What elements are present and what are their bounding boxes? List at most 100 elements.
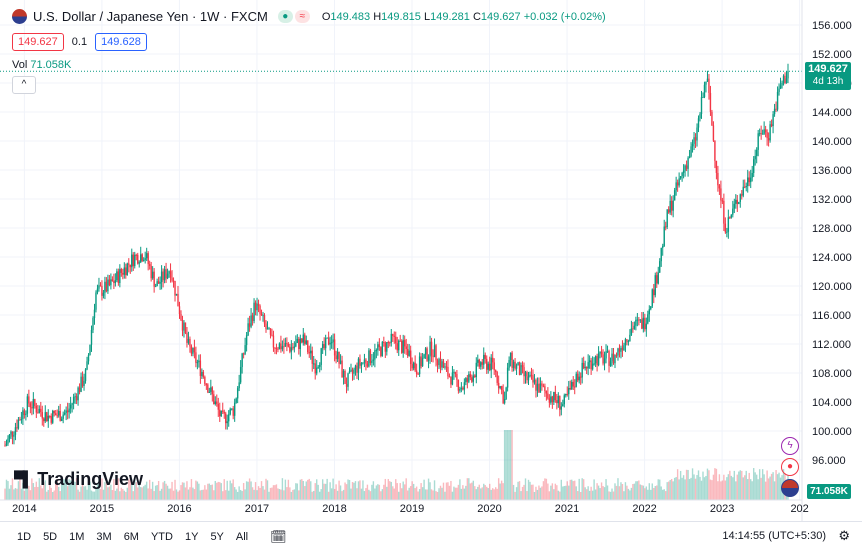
timeframe-3m[interactable]: 3M bbox=[96, 530, 112, 543]
volume-bar bbox=[515, 487, 518, 500]
gear-icon[interactable]: ⚙ bbox=[838, 528, 850, 543]
candle-body bbox=[329, 342, 331, 345]
candle-body bbox=[599, 351, 601, 354]
candle-body bbox=[621, 347, 624, 350]
candle-body bbox=[284, 343, 287, 347]
candle-body bbox=[423, 354, 425, 359]
volume-bar bbox=[116, 488, 118, 500]
candle-body bbox=[629, 334, 631, 342]
candle-body bbox=[463, 382, 466, 390]
volume-bar bbox=[95, 488, 97, 500]
candle-body bbox=[253, 302, 255, 321]
candle-body bbox=[26, 396, 29, 414]
volume-bar bbox=[356, 488, 358, 500]
y-tick-label: 96.000 bbox=[812, 455, 846, 467]
volume-bar bbox=[389, 481, 391, 500]
y-tick-label: 100.000 bbox=[812, 426, 852, 438]
volume-bar bbox=[348, 480, 351, 500]
candle-body bbox=[471, 377, 473, 382]
volume-bar bbox=[588, 490, 591, 500]
candle-body bbox=[38, 408, 41, 413]
timeframe-1m[interactable]: 1M bbox=[69, 530, 85, 543]
candle-body bbox=[603, 358, 606, 364]
candle-body bbox=[20, 418, 23, 420]
candle-body bbox=[222, 410, 224, 412]
us-flag-icon[interactable] bbox=[781, 479, 799, 497]
candle-body bbox=[147, 253, 149, 265]
volume-bar bbox=[635, 481, 637, 500]
volume-bar bbox=[405, 478, 407, 500]
volume-bar bbox=[292, 489, 294, 500]
volume-bar bbox=[417, 491, 419, 500]
candle-body bbox=[548, 398, 551, 403]
calendar-range-icon[interactable]: 🗓 bbox=[270, 528, 287, 544]
volume-bar bbox=[193, 489, 196, 500]
volume-bar bbox=[110, 484, 112, 500]
timeframe-ytd[interactable]: YTD bbox=[150, 530, 173, 543]
candle-body bbox=[426, 348, 428, 361]
timeframe-6m[interactable]: 6M bbox=[123, 530, 139, 543]
volume-bar bbox=[274, 485, 276, 500]
candle-body bbox=[31, 407, 33, 409]
candle-body bbox=[723, 200, 725, 224]
volume-bar bbox=[444, 491, 446, 500]
volume-bar bbox=[316, 479, 318, 500]
candle-body bbox=[436, 360, 439, 366]
record-icon[interactable]: ● bbox=[781, 458, 799, 476]
candle-body bbox=[523, 367, 525, 377]
market-status[interactable]: ● ≈ bbox=[277, 10, 310, 23]
volume-bar bbox=[620, 482, 622, 500]
timeframe-all[interactable]: All bbox=[235, 530, 249, 543]
candle-body bbox=[308, 352, 310, 354]
candle-body bbox=[248, 323, 251, 327]
candle-body bbox=[726, 231, 728, 233]
timeframe-5y[interactable]: 5Y bbox=[210, 530, 224, 543]
volume-bar bbox=[353, 482, 355, 500]
chart-area[interactable]: 156.000152.000148.000144.000140.000136.0… bbox=[0, 0, 862, 521]
volume-bar bbox=[500, 480, 503, 500]
candle-body bbox=[205, 383, 208, 385]
candle-body bbox=[582, 362, 585, 369]
volume-bar bbox=[578, 478, 580, 500]
volume-legend[interactable]: Vol 71.058K bbox=[12, 59, 71, 71]
candle-body bbox=[399, 340, 401, 342]
sell-button[interactable]: 149.627 bbox=[12, 33, 64, 51]
candle-body bbox=[577, 373, 579, 381]
collapse-legend-button[interactable]: ^ bbox=[12, 76, 36, 94]
candle-body bbox=[439, 358, 442, 368]
volume-bar bbox=[195, 480, 197, 500]
candle-body bbox=[208, 391, 211, 393]
clock-display[interactable]: 14:14:55 (UTC+5:30) bbox=[722, 530, 826, 542]
volume-bar bbox=[489, 483, 491, 500]
candle-body bbox=[324, 338, 327, 349]
candle-body bbox=[620, 347, 622, 352]
timeframe-5d[interactable]: 5D bbox=[43, 530, 58, 543]
timeframe-1y[interactable]: 1Y bbox=[184, 530, 199, 543]
volume-bar bbox=[108, 486, 111, 500]
timeframe-1d[interactable]: 1D bbox=[17, 530, 32, 543]
candle-body bbox=[299, 338, 302, 350]
candle-body bbox=[338, 351, 340, 364]
candle-body bbox=[623, 345, 625, 350]
volume-bar bbox=[366, 484, 369, 500]
symbol-header[interactable]: U.S. Dollar / Japanese Yen · 1W · FXCM ●… bbox=[12, 9, 606, 24]
candle-body bbox=[417, 373, 419, 375]
volume-bar bbox=[648, 483, 650, 500]
volume-bar bbox=[702, 471, 704, 500]
volume-bar bbox=[399, 483, 401, 500]
volume-bar bbox=[368, 489, 370, 500]
candle-body bbox=[530, 374, 533, 376]
candle-body bbox=[553, 391, 555, 403]
volume-bar bbox=[448, 485, 451, 500]
volume-bar bbox=[533, 491, 536, 500]
volume-bar bbox=[724, 480, 727, 500]
symbol-title[interactable]: U.S. Dollar / Japanese Yen · 1W · FXCM bbox=[33, 9, 268, 24]
volume-bar bbox=[140, 487, 142, 500]
candle-body bbox=[445, 366, 448, 368]
candle-body bbox=[290, 347, 293, 352]
volume-bar bbox=[593, 479, 595, 500]
volume-bar bbox=[304, 486, 306, 500]
lightning-icon[interactable]: ϟ bbox=[781, 437, 799, 455]
buy-button[interactable]: 149.628 bbox=[95, 33, 147, 51]
volume-bar bbox=[708, 470, 710, 500]
